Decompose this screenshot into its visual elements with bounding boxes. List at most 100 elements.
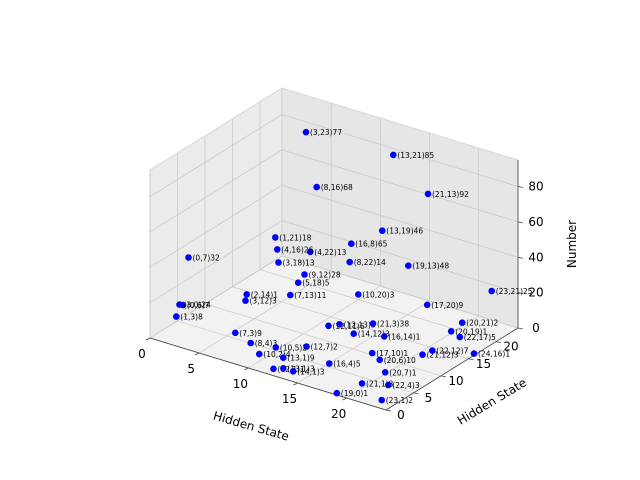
- point-label: (3,18)13: [283, 259, 315, 268]
- data-point: [247, 339, 254, 347]
- point-label: (2,14)1: [251, 290, 279, 299]
- z-tick-mark: [517, 327, 524, 330]
- point-label: (14,12)3: [358, 330, 390, 339]
- data-point: [350, 330, 358, 338]
- data-point: [333, 389, 341, 397]
- y-tick-label: 15: [476, 357, 491, 371]
- data-point: [423, 301, 431, 309]
- x-tick-label: 20: [331, 407, 346, 421]
- point-label: (4,16)26: [281, 245, 313, 254]
- point-label: (22,4)3: [392, 381, 420, 390]
- grid-line-z: [149, 184, 519, 268]
- point-label: (19,13)48: [412, 262, 449, 271]
- y-axis-label: Hidden State: [455, 375, 529, 427]
- data-point: [272, 344, 280, 351]
- z-axis-label: Number: [565, 220, 579, 268]
- data-point: [280, 365, 287, 372]
- data-point: [274, 246, 281, 253]
- y-tick-mark: [468, 358, 474, 361]
- point-label: (16,14)1: [388, 332, 420, 341]
- point-label: (12,7)2: [311, 343, 339, 352]
- y-tick-mark: [440, 375, 447, 378]
- point-label: (12,13)3: [344, 320, 376, 329]
- point-label: (4,22)13: [314, 248, 346, 257]
- data-point: [456, 333, 464, 341]
- data-point: [419, 351, 426, 359]
- x-tick-mark: [194, 352, 200, 356]
- data-point: [270, 365, 277, 373]
- data-point: [303, 343, 310, 350]
- point-label: (8,16)68: [321, 183, 353, 192]
- z-tick-label: 20: [528, 286, 543, 300]
- data-point: [287, 291, 294, 299]
- x-tick-mark: [145, 337, 151, 341]
- y-tick-label: 0: [397, 408, 405, 422]
- data-point: [272, 234, 279, 241]
- data-point: [302, 128, 310, 136]
- data-point: [381, 369, 389, 376]
- point-label: (3,0)24: [184, 301, 212, 310]
- point-label: (22,17)5: [464, 333, 496, 342]
- z-tick-mark: [517, 221, 524, 224]
- z-tick-label: 60: [528, 215, 543, 229]
- data-point: [390, 151, 397, 159]
- data-point: [232, 329, 239, 337]
- data-points: (3,23)77 (4,22)13 (8,22)14 (1,21)18 (13,21)8…: [173, 128, 533, 405]
- x-tick-mark: [244, 367, 249, 371]
- grid-line-z: [149, 114, 519, 197]
- data-point: [313, 183, 321, 191]
- z-tick-mark: [517, 186, 524, 188]
- z-tick-label: 0: [532, 321, 540, 335]
- x-tick-label: 15: [282, 392, 297, 406]
- point-label: (7,3)9: [239, 329, 262, 338]
- point-label: (10,2)4: [263, 350, 291, 359]
- point-label: (12,11)6: [333, 322, 365, 331]
- point-label: (21,3)38: [377, 320, 409, 329]
- z-tick-label: 40: [528, 250, 543, 264]
- x-tick-mark: [342, 397, 347, 401]
- data-point: [294, 279, 302, 287]
- data-point: [368, 349, 376, 357]
- point-label: (8,4)3: [255, 339, 278, 348]
- data-point: [185, 254, 192, 261]
- data-point: [378, 396, 386, 404]
- x-tick-label: 5: [187, 362, 195, 376]
- x-axis-label: Hidden State: [212, 409, 291, 444]
- point-label: (8,22)14: [354, 258, 386, 267]
- point-label: (3,12)3: [250, 297, 278, 306]
- x-tick-label: 0: [138, 347, 146, 361]
- tick-labels: 0 5 10 15 20 0 5 10 15 20 0 20 40 60 80: [138, 180, 543, 422]
- point-label: (13,19)46: [386, 227, 423, 236]
- z-tick-mark: [517, 292, 524, 295]
- point-label: (16,4)5: [333, 360, 361, 369]
- point-label: (17,10)1: [376, 349, 408, 358]
- data-point: [348, 240, 355, 247]
- x-tick-mark: [293, 382, 298, 386]
- point-label: (20,21)2: [466, 319, 498, 328]
- data-point: [358, 380, 366, 387]
- data-point: [488, 287, 496, 295]
- data-point: [325, 322, 332, 330]
- y-tick-mark: [495, 341, 502, 344]
- data-point: [369, 320, 377, 327]
- point-label: (13,21)85: [397, 151, 434, 160]
- data-point: [381, 333, 388, 340]
- grid-line-z: [149, 255, 519, 339]
- point-label: (23,1)2: [386, 396, 414, 405]
- data-point: [176, 301, 183, 308]
- point-label: (9,12)28: [309, 271, 341, 280]
- point-label: (21,12)3: [427, 351, 459, 360]
- point-label: (7,13)11: [294, 291, 326, 300]
- z-tick-mark: [517, 256, 524, 259]
- data-point: [424, 190, 432, 198]
- point-label: (20,6)10: [384, 356, 416, 365]
- grid-line-z: [149, 149, 519, 233]
- data-point: [376, 356, 384, 364]
- point-label: (14,1)3: [297, 367, 325, 376]
- point-label: (20,19)1: [455, 327, 487, 336]
- y-tick-label: 10: [448, 374, 463, 388]
- point-label: (13,1)3: [287, 364, 315, 373]
- point-label: (21,13)92: [432, 190, 469, 199]
- point-label: (17,20)9: [431, 301, 463, 310]
- point-label: (1,21)18: [279, 233, 311, 242]
